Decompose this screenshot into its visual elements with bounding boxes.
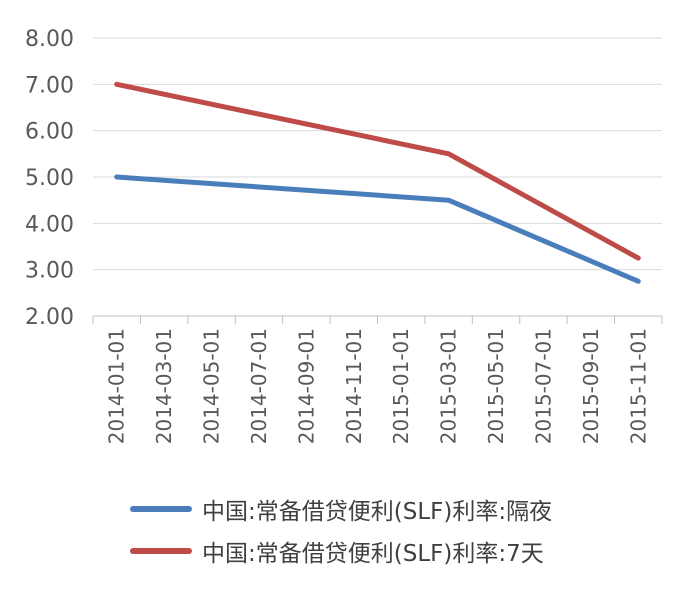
- x-tick-label: 2015-11-01: [626, 328, 650, 444]
- y-tick-label: 8.00: [25, 27, 74, 52]
- x-axis: 2014-01-01 2014-03-01 2014-05-01 2014-07-01…: [92, 316, 663, 444]
- legend-item-overnight: 中国:常备借贷便利(SLF)利率:隔夜: [130, 488, 552, 530]
- x-tick-label: 2014-03-01: [152, 328, 176, 444]
- x-tick-label: 2014-01-01: [105, 328, 129, 444]
- y-axis: 2.00 3.00 4.00 5.00 6.00 7.00 8.00: [25, 27, 74, 330]
- x-tick-label: 2015-05-01: [484, 328, 508, 444]
- series-line-overnight: [114, 174, 641, 284]
- legend-label-overnight: 中国:常备借贷便利(SLF)利率:隔夜: [202, 499, 553, 525]
- x-tick-label: 2015-07-01: [531, 328, 555, 444]
- x-tick-label: 2015-09-01: [579, 328, 603, 444]
- series-lines: [114, 81, 641, 284]
- x-tick-label: 2014-07-01: [247, 328, 271, 444]
- legend-item-7day: 中国:常备借贷便利(SLF)利率:7天: [130, 530, 552, 572]
- y-tick-label: 4.00: [25, 212, 74, 237]
- legend-swatch-overnight: [130, 506, 192, 512]
- y-tick-label: 7.00: [25, 73, 74, 98]
- series-line-7day: [114, 81, 641, 261]
- y-tick-label: 2.00: [25, 305, 74, 330]
- y-tick-label: 5.00: [25, 166, 74, 191]
- y-tick-label: 3.00: [25, 259, 74, 284]
- legend: 中国:常备借贷便利(SLF)利率:隔夜 中国:常备借贷便利(SLF)利率:7天: [130, 488, 552, 572]
- legend-label-7day: 中国:常备借贷便利(SLF)利率:7天: [202, 541, 544, 567]
- line-chart: 2.003.004.005.006.007.008.00 2014-01-01 2…: [25, 27, 663, 444]
- gridlines: [93, 37, 662, 317]
- legend-swatch-7day: [130, 548, 192, 554]
- x-tick-label: 2014-09-01: [294, 328, 318, 444]
- x-tick-label: 2015-03-01: [437, 328, 461, 444]
- x-tick-label: 2014-11-01: [342, 328, 366, 444]
- y-tick-label: 6.00: [25, 120, 74, 145]
- x-tick-label: 2015-01-01: [389, 328, 413, 444]
- x-tick-label: 2014-05-01: [200, 328, 224, 444]
